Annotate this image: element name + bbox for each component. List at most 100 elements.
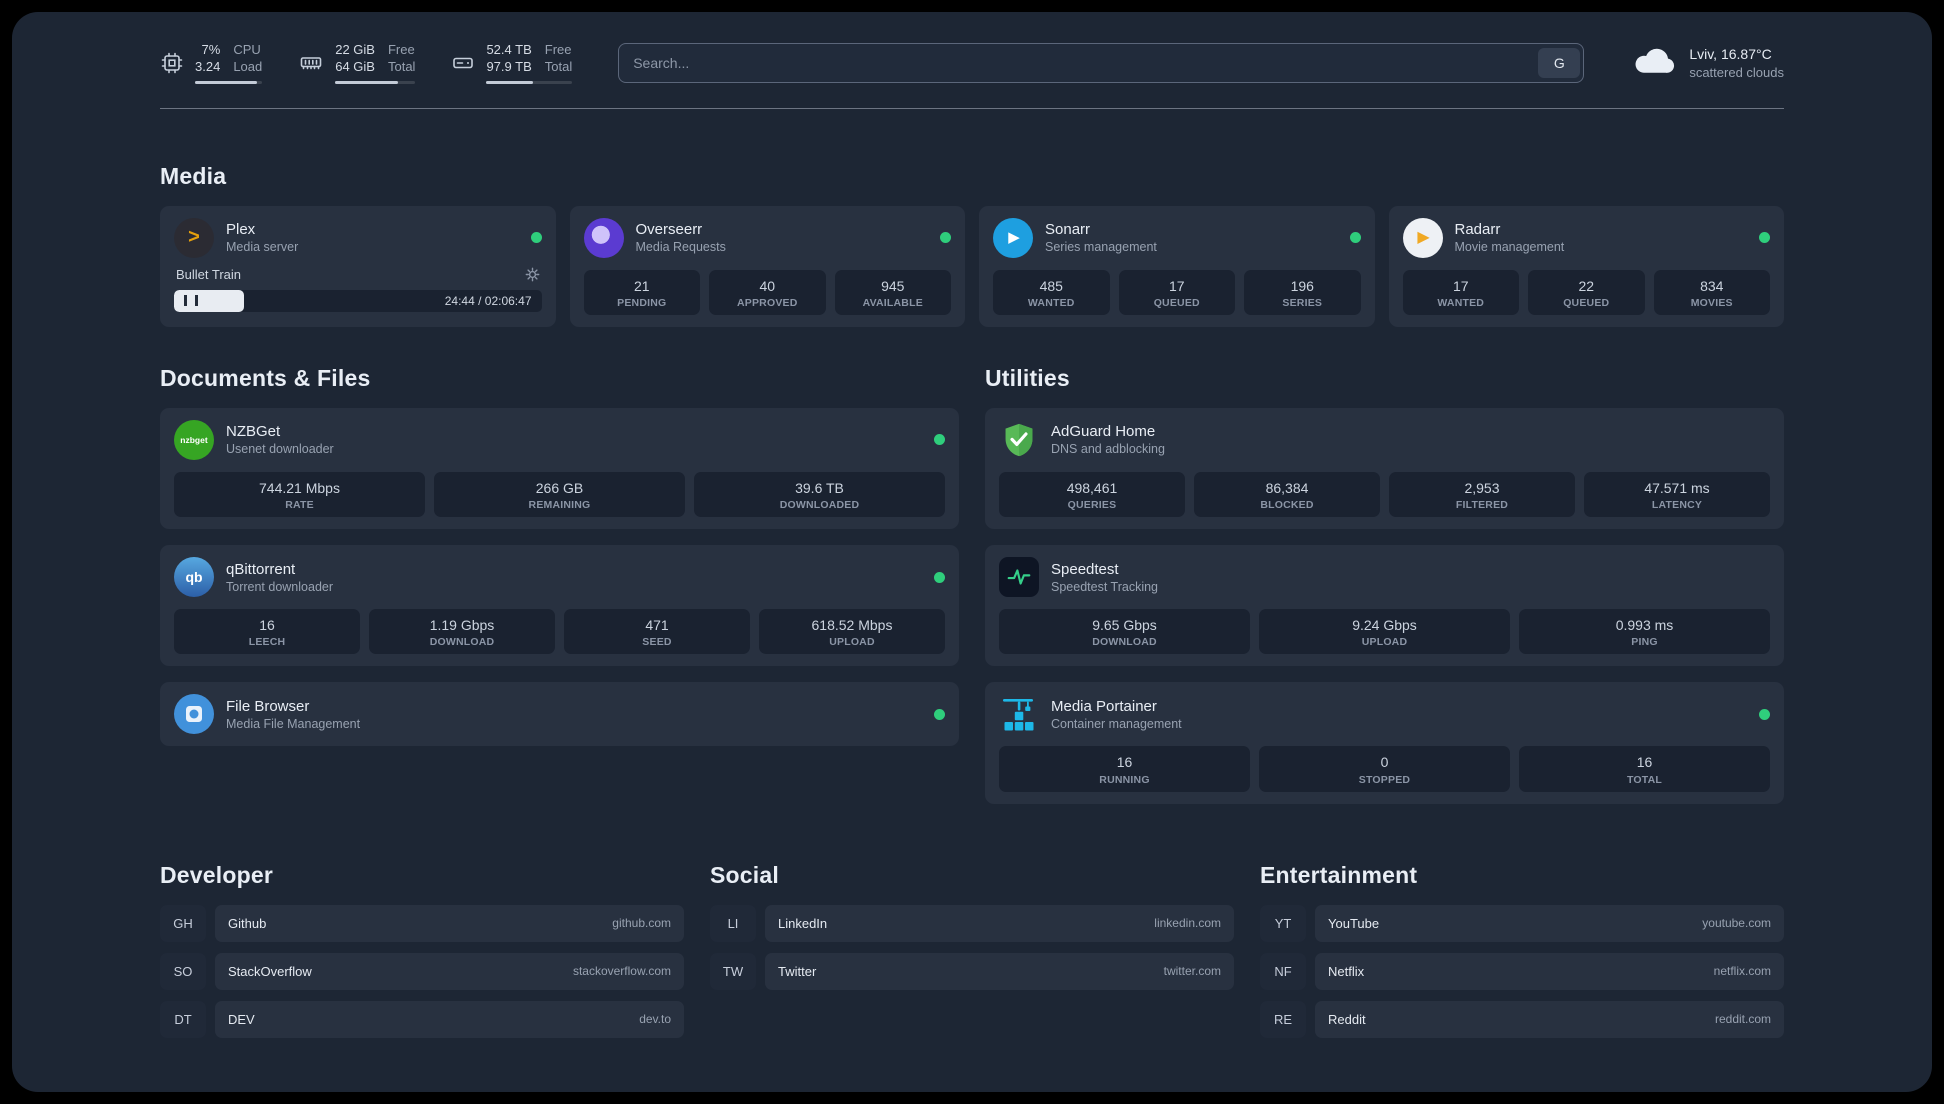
service-header-radarr[interactable]: ▶ Radarr Movie management <box>1402 217 1770 258</box>
service-card-portainer[interactable]: Media Portainer Container management 16 … <box>985 682 1784 804</box>
stat-tile: 17 QUEUED <box>1118 269 1235 315</box>
service-card-nzbget[interactable]: nzbget NZBGet Usenet downloader 744.21 M… <box>160 407 959 530</box>
resource-widgets: 7% 3.24 CPU Load <box>160 42 573 84</box>
service-name: Overseerr <box>635 221 703 239</box>
bookmark-reddit[interactable]: RE Reddit reddit.com <box>1260 1000 1784 1038</box>
memory-icon <box>298 51 324 75</box>
section-title-developer: Developer <box>160 861 274 888</box>
bookmark-linkedin[interactable]: LI LinkedIn linkedin.com <box>710 904 1234 942</box>
search-provider-button[interactable]: G <box>1538 47 1581 78</box>
service-name: qBittorrent <box>226 560 296 578</box>
pause-button[interactable] <box>174 295 208 307</box>
stat-label: RATE <box>285 499 314 512</box>
stat-value: 618.52 Mbps <box>811 617 893 634</box>
playback-progress-bar[interactable]: 24:44 / 02:06:47 <box>174 289 542 312</box>
bookmark-body: Twitter twitter.com <box>765 952 1234 990</box>
section-documents: Documents & Files nzbget NZBGet Usenet d… <box>160 365 959 804</box>
bookmark-stackoverflow[interactable]: SO StackOverflow stackoverflow.com <box>160 952 684 990</box>
section-title-media: Media <box>160 162 227 189</box>
cloud-icon <box>1630 43 1676 82</box>
bookmark-abbr: YT <box>1260 904 1306 942</box>
stat-value: 0 <box>1380 754 1389 771</box>
now-playing-title: Bullet Train <box>176 266 242 282</box>
service-header-filebrowser[interactable]: File Browser Media File Management <box>174 694 945 735</box>
service-card-overseerr[interactable]: Overseerr Media Requests 21 PENDING 40 A… <box>569 205 965 327</box>
service-description: Usenet downloader <box>226 442 334 457</box>
service-header-overseerr[interactable]: Overseerr Media Requests <box>583 217 951 258</box>
bookmark-youtube[interactable]: YT YouTube youtube.com <box>1260 904 1784 942</box>
stat-tile: 945 AVAILABLE <box>834 269 951 315</box>
stat-tile: 834 MOVIES <box>1653 269 1770 315</box>
service-card-plex[interactable]: > Plex Media server Bullet Train <box>160 205 556 327</box>
bookmark-netflix[interactable]: NF Netflix netflix.com <box>1260 952 1784 990</box>
stat-value: 2,953 <box>1464 479 1500 496</box>
memory-usage-bar-fill <box>335 80 398 84</box>
stat-value: 744.21 Mbps <box>259 479 340 496</box>
bookmarks-section: Developer GH Github github.com SO StackO… <box>160 862 1784 1084</box>
memory-usage-bar <box>335 80 416 84</box>
service-header-nzbget[interactable]: nzbget NZBGet Usenet downloader <box>174 419 945 460</box>
cpu-load-value: 3.24 <box>195 58 221 74</box>
stat-label: LATENCY <box>1651 499 1703 512</box>
service-card-adguard[interactable]: AdGuard Home DNS and adblocking 498,461 … <box>985 407 1784 530</box>
bookmark-abbr: DT <box>160 1000 206 1038</box>
stat-tile: 86,384 BLOCKED <box>1194 471 1380 518</box>
plex-chevron-glyph: > <box>188 225 200 248</box>
service-header-adguard[interactable]: AdGuard Home DNS and adblocking <box>999 420 1770 460</box>
service-header-speedtest[interactable]: Speedtest Speedtest Tracking <box>999 557 1770 598</box>
status-dot <box>934 571 945 583</box>
bookmark-github[interactable]: GH Github github.com <box>160 904 684 942</box>
service-header-qbittorrent[interactable]: qb qBittorrent Torrent downloader <box>174 557 945 598</box>
stat-tile: 2,953 FILTERED <box>1389 471 1575 518</box>
stat-tile: 266 GB REMAINING <box>434 471 685 518</box>
service-card-qbittorrent[interactable]: qb qBittorrent Torrent downloader 16 <box>160 545 959 667</box>
stat-value: 471 <box>645 617 669 634</box>
service-name: NZBGet <box>226 423 281 441</box>
section-title-documents: Documents & Files <box>160 364 371 391</box>
service-description: Speedtest Tracking <box>1051 579 1159 594</box>
weather-condition: scattered clouds <box>1689 64 1784 80</box>
main-content: Media > Plex Media server Bullet Train <box>12 163 1932 1084</box>
bookmark-body: Github github.com <box>215 904 684 942</box>
bookmark-abbr: LI <box>710 904 756 942</box>
service-card-filebrowser[interactable]: File Browser Media File Management <box>160 682 959 747</box>
stat-label: DOWNLOAD <box>429 636 495 649</box>
service-card-radarr[interactable]: ▶ Radarr Movie management 17 WANTED 22 <box>1388 205 1784 327</box>
stat-label: WANTED <box>1027 296 1075 309</box>
topbar-divider <box>160 107 1784 109</box>
bookmark-abbr: GH <box>160 904 206 942</box>
middle-columns: Documents & Files nzbget NZBGet Usenet d… <box>160 365 1784 804</box>
stat-tile: 21 PENDING <box>583 269 700 315</box>
service-card-speedtest[interactable]: Speedtest Speedtest Tracking 9.65 Gbps D… <box>985 545 1784 667</box>
stat-tile: 744.21 Mbps RATE <box>174 471 425 518</box>
service-name: Media Portainer <box>1051 697 1157 715</box>
service-header-portainer[interactable]: Media Portainer Container management <box>999 694 1770 734</box>
stat-label: QUEUED <box>1563 296 1610 309</box>
disk-stats: 52.4 TB 97.9 TB Free Total <box>486 42 573 84</box>
section-utilities: Utilities <box>985 365 1784 804</box>
bookmark-body: StackOverflow stackoverflow.com <box>215 952 684 990</box>
bookmark-twitter[interactable]: TW Twitter twitter.com <box>710 952 1234 990</box>
bookmark-url: youtube.com <box>1702 916 1771 931</box>
service-meta: qBittorrent Torrent downloader <box>226 561 333 594</box>
stat-value: 40 <box>759 277 776 294</box>
gear-icon[interactable] <box>525 267 540 282</box>
bookmark-name: LinkedIn <box>778 915 828 931</box>
stat-value: 86,384 <box>1265 479 1309 496</box>
service-header-plex[interactable]: > Plex Media server <box>174 217 542 258</box>
service-description: DNS and adblocking <box>1051 442 1165 457</box>
service-description: Media File Management <box>226 716 361 731</box>
service-header-sonarr[interactable]: ▶ Sonarr Series management <box>993 217 1361 258</box>
filebrowser-icon <box>174 694 214 735</box>
service-meta: Radarr Movie management <box>1455 221 1565 254</box>
service-meta: Plex Media server <box>226 221 298 254</box>
service-name: Radarr <box>1454 221 1501 239</box>
service-name: AdGuard Home <box>1051 423 1156 441</box>
search-input[interactable] <box>619 54 1539 71</box>
service-stats: 16 RUNNING 0 STOPPED 16 TOTAL <box>999 746 1770 792</box>
bookmark-dev[interactable]: DT DEV dev.to <box>160 1000 684 1038</box>
service-card-sonarr[interactable]: ▶ Sonarr Series management 485 WANTED 17 <box>979 205 1375 327</box>
search-bar: G <box>618 42 1585 83</box>
adguard-icon <box>999 420 1039 460</box>
nzbget-icon-text: nzbget <box>180 434 208 445</box>
